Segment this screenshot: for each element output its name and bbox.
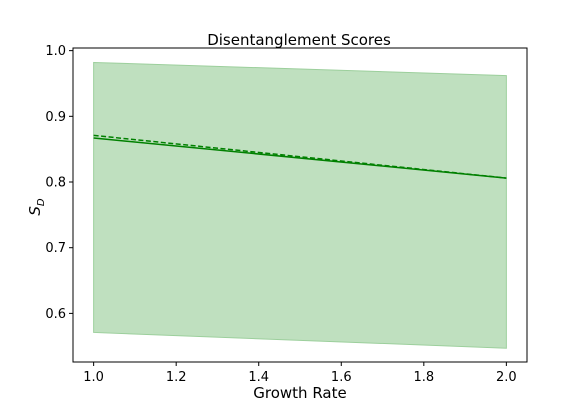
x-axis-title: Growth Rate (253, 384, 346, 402)
chart-title: Disentanglement Scores (207, 31, 391, 49)
y-tick-label: 0.8 (45, 176, 66, 191)
y-axis-title: SD (26, 198, 47, 216)
confidence-band (93, 61, 507, 349)
plot-frame (72, 47, 528, 363)
x-tick-label: 1.4 (248, 370, 269, 385)
plot-area (93, 61, 507, 349)
x-tick-label: 1.6 (331, 370, 352, 385)
y-tick-label: 0.6 (45, 307, 66, 322)
y-tick-label: 0.7 (45, 241, 66, 256)
y-tick-label: 0.9 (45, 110, 66, 125)
y-axis-title-subscript: D (36, 198, 47, 206)
y-tick-label: 1.0 (45, 44, 66, 59)
y-axis-title-base: S (26, 206, 44, 216)
x-tick-label: 1.8 (413, 370, 434, 385)
x-axis: 1.0 1.2 1.4 1.6 1.8 2.0 (83, 362, 517, 385)
dashed-line (93, 134, 507, 179)
y-axis: 0.6 0.7 0.8 0.9 1.0 (45, 44, 73, 322)
x-tick-label: 2.0 (496, 370, 517, 385)
x-tick-label: 1.0 (83, 370, 104, 385)
x-tick-label: 1.2 (166, 370, 187, 385)
